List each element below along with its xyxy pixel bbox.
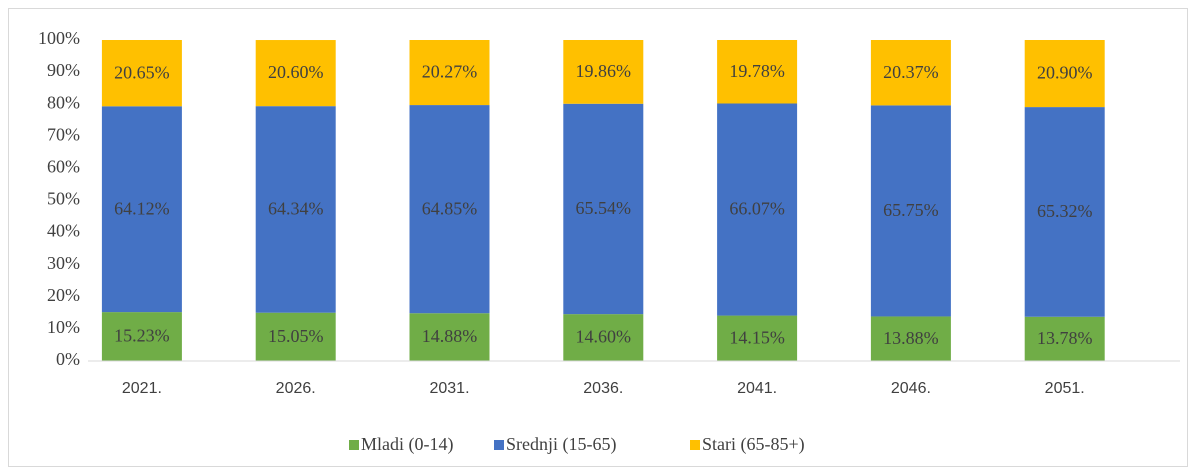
data-label: 20.27% — [422, 62, 478, 82]
data-label: 66.07% — [729, 199, 785, 219]
data-label: 13.78% — [1037, 328, 1093, 348]
data-label: 20.65% — [114, 62, 170, 82]
bar-segment — [409, 313, 490, 361]
bar-segment — [870, 316, 951, 361]
x-tick-label: 2041. — [737, 380, 777, 397]
legend-label: Stari (65-85+) — [702, 434, 805, 455]
data-label: 64.85% — [422, 198, 478, 218]
y-tick-label: 10% — [47, 317, 80, 337]
bar-segment — [563, 314, 644, 361]
data-label: 14.60% — [576, 327, 632, 347]
legend-swatch — [690, 440, 700, 450]
bar-segment — [563, 40, 644, 104]
x-tick-label: 2046. — [891, 380, 931, 397]
bar-segment — [255, 40, 336, 107]
legend-swatch — [349, 440, 359, 450]
y-tick-label: 40% — [47, 221, 80, 241]
y-tick-label: 0% — [56, 349, 80, 369]
x-tick-label: 2026. — [276, 380, 316, 397]
bar-segment — [101, 40, 182, 107]
data-label: 19.86% — [576, 61, 632, 81]
y-tick-label: 20% — [47, 285, 80, 305]
y-tick-label: 50% — [47, 189, 80, 209]
bar-segment — [255, 106, 336, 313]
data-label: 13.88% — [883, 328, 939, 348]
data-label: 19.78% — [729, 61, 785, 81]
legend-label: Mladi (0-14) — [361, 434, 453, 455]
bar-segment — [717, 40, 798, 104]
bar-segment — [255, 312, 336, 361]
bar-segment — [409, 40, 490, 106]
y-tick-label: 70% — [47, 124, 80, 144]
y-tick-label: 100% — [38, 28, 80, 48]
data-label: 20.60% — [268, 62, 324, 82]
bar-segment — [409, 105, 490, 314]
legend-swatch — [494, 440, 504, 450]
bar-segment — [717, 103, 798, 316]
bar-segment — [1024, 107, 1105, 317]
legend-label: Srednji (15-65) — [506, 434, 616, 455]
data-label: 20.90% — [1037, 63, 1093, 83]
y-tick-label: 80% — [47, 92, 80, 112]
data-label: 65.32% — [1037, 201, 1093, 221]
data-label: 65.54% — [576, 198, 632, 218]
bar-segment — [101, 312, 182, 361]
bar-segment — [101, 106, 182, 313]
data-label: 14.15% — [729, 327, 785, 347]
y-tick-label: 90% — [47, 60, 80, 80]
x-tick-label: 2036. — [583, 380, 623, 397]
bar-segment — [870, 40, 951, 106]
bar-segment — [870, 105, 951, 317]
bar-segment — [1024, 40, 1105, 108]
data-label: 14.88% — [422, 326, 478, 346]
x-tick-label: 2031. — [429, 380, 469, 397]
y-tick-label: 60% — [47, 157, 80, 177]
x-tick-label: 2051. — [1045, 380, 1085, 397]
bar-segment — [563, 103, 644, 315]
data-label: 20.37% — [883, 62, 939, 82]
data-label: 15.23% — [114, 326, 170, 346]
bar-segment — [717, 315, 798, 361]
bar-segment — [1024, 316, 1105, 361]
x-tick-label: 2021. — [122, 380, 162, 397]
data-label: 64.12% — [114, 198, 170, 218]
y-tick-label: 30% — [47, 253, 80, 273]
data-label: 64.34% — [268, 199, 324, 219]
data-label: 65.75% — [883, 200, 939, 220]
data-label: 15.05% — [268, 326, 324, 346]
